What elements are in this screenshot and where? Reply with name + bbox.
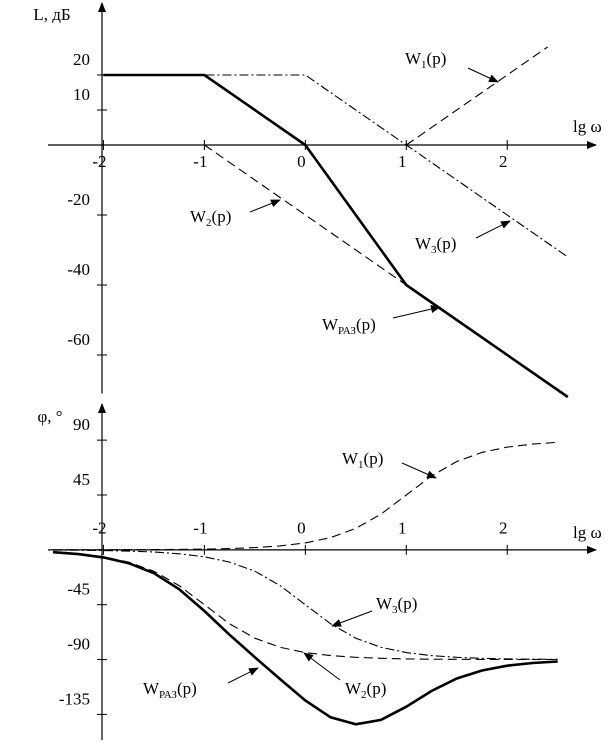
y-tick-label: -135 [59, 689, 90, 708]
label-arrow [392, 305, 441, 319]
y-tick-label: -90 [67, 634, 90, 653]
series-label: W1(p) [342, 449, 383, 471]
label-main: W [190, 207, 207, 226]
x-tick-label: 1 [398, 152, 407, 171]
label-arrow [227, 667, 259, 684]
series-label: WРАЗ(p) [143, 679, 197, 701]
x-tick-label: -1 [193, 519, 207, 538]
label-arrow [249, 199, 281, 213]
label-tail: (p) [398, 594, 418, 613]
series-line [53, 441, 558, 551]
y-tick-label: -60 [67, 330, 90, 349]
label-tail: (p) [212, 207, 232, 226]
x-tick-label: 0 [297, 152, 306, 171]
x-tick-label: -2 [92, 152, 106, 171]
series-line [52, 550, 558, 726]
label-sub: РАЗ [338, 325, 356, 337]
label-sub: РАЗ [159, 689, 177, 701]
label-main: W [345, 679, 362, 698]
label-main: W [143, 679, 160, 698]
label-tail: (p) [364, 449, 384, 468]
series-label: W3(p) [415, 234, 456, 256]
label-arrow [303, 652, 341, 681]
x-tick-label: -2 [92, 519, 106, 538]
x-tick-label: 2 [499, 519, 508, 538]
label-sub: 2 [206, 217, 212, 229]
label-main: W [405, 49, 422, 68]
y-tick-label: -20 [67, 190, 90, 209]
label-arrow [331, 610, 373, 627]
label-sub: 1 [358, 459, 364, 471]
series-label: W2(p) [190, 207, 231, 229]
label-arrow [475, 220, 511, 239]
series-label: WРАЗ(p) [322, 315, 376, 337]
label-main: W [415, 234, 432, 253]
y-tick-label: 45 [73, 470, 90, 489]
label-tail: (p) [356, 315, 376, 334]
x-tick-label: 0 [297, 519, 306, 538]
label-main: W [342, 449, 359, 468]
label-tail: (p) [437, 234, 457, 253]
label-sub: 2 [361, 689, 367, 701]
y-axis-title: φ, ° [37, 407, 62, 426]
x-tick-label: 2 [499, 152, 508, 171]
x-tick-label: 1 [398, 519, 407, 538]
y-axis-title: L, дБ [33, 5, 70, 24]
series-line [103, 73, 569, 399]
x-axis-title: lg ω [573, 117, 602, 136]
y-tick-label: -40 [67, 260, 90, 279]
y-tick-label: 10 [73, 85, 90, 104]
series-line [204, 144, 407, 286]
label-arrow [467, 67, 499, 83]
y-tick-label: 90 [73, 415, 90, 434]
y-tick-label: -45 [67, 580, 90, 599]
label-tail: (p) [177, 679, 197, 698]
series-label: W3(p) [376, 594, 417, 616]
series-line [405, 46, 548, 146]
series-line [52, 551, 558, 661]
y-tick-label: 20 [73, 50, 90, 69]
series-label: W2(p) [345, 679, 386, 701]
label-sub: 3 [392, 604, 398, 616]
series-label: W1(p) [405, 49, 446, 71]
label-sub: 3 [431, 244, 437, 256]
series-line [103, 74, 569, 258]
label-tail: (p) [427, 49, 447, 68]
label-arrow [401, 462, 437, 479]
x-axis-title: lg ω [573, 523, 602, 542]
x-tick-label: -1 [193, 152, 207, 171]
label-main: W [322, 315, 339, 334]
label-tail: (p) [367, 679, 387, 698]
series-line [52, 549, 558, 660]
label-sub: 1 [421, 59, 427, 71]
label-main: W [376, 594, 393, 613]
